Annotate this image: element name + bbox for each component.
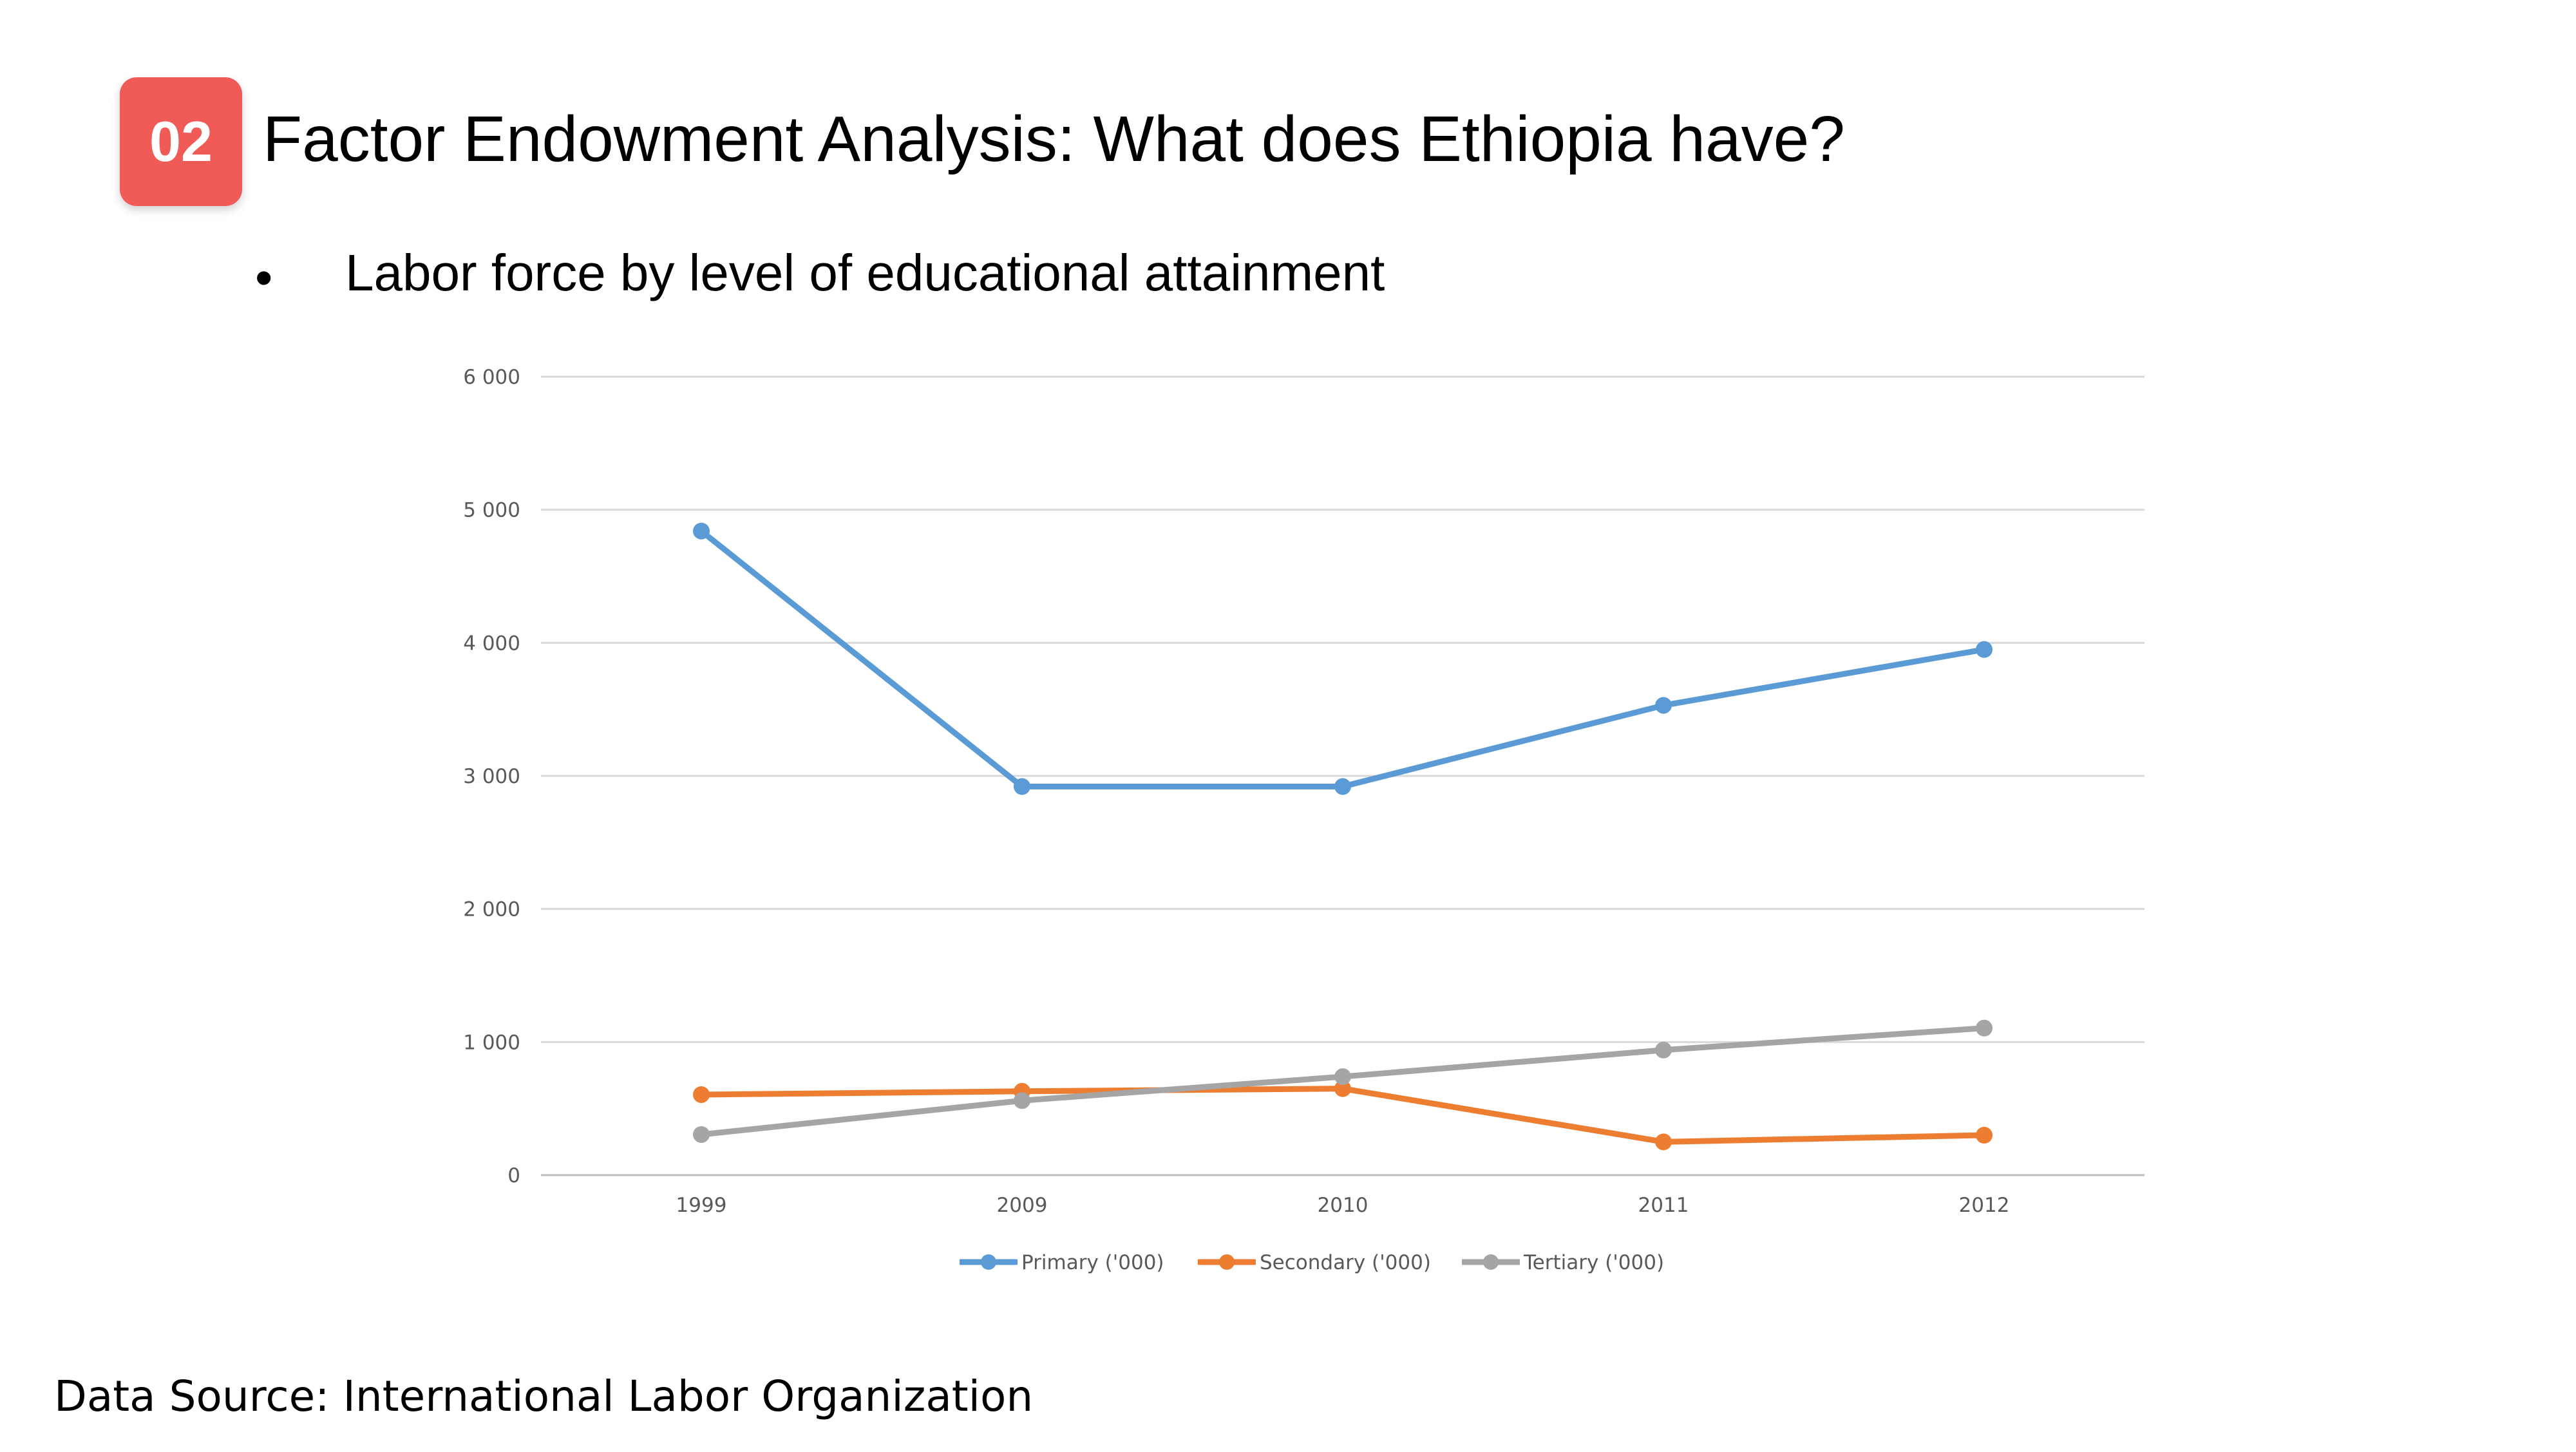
gridlines	[541, 375, 2145, 1176]
data-point	[1655, 697, 1672, 714]
data-point	[1976, 641, 1993, 658]
y-tick-label: 2 000	[463, 898, 520, 921]
legend-label: Tertiary ('000)	[1523, 1251, 1664, 1274]
data-point	[1334, 1068, 1351, 1086]
bullet-marker: •	[255, 249, 273, 306]
x-tick-label: 2009	[997, 1194, 1048, 1217]
data-point	[1014, 778, 1030, 795]
series-line-1	[698, 528, 1987, 790]
y-tick-label: 6 000	[463, 366, 520, 389]
data-source-note: Data Source: International Labor Organiz…	[54, 1372, 1034, 1421]
section-number-badge: 02	[120, 77, 242, 206]
legend-marker	[981, 1254, 996, 1270]
y-tick-label: 1 000	[463, 1031, 520, 1054]
data-point	[1334, 1080, 1351, 1097]
legend: Primary ('000) Secondary ('000) Tertiary (…	[960, 1251, 1664, 1274]
data-point	[693, 522, 710, 540]
series-markers	[693, 522, 1993, 1151]
x-tick-label: 2012	[1959, 1194, 2010, 1217]
data-point	[693, 1086, 710, 1103]
legend-marker	[1483, 1254, 1499, 1270]
series-lines	[698, 528, 1987, 1145]
legend-label: Secondary ('000)	[1260, 1251, 1431, 1274]
data-point	[1655, 1133, 1672, 1151]
slide-title: Factor Endowment Analysis: What does Eth…	[263, 103, 1845, 175]
legend-marker	[1219, 1254, 1235, 1270]
y-axis: 0 1 000 2 000 3 000 4 000 5 000 6 000	[463, 366, 520, 1187]
data-point	[1976, 1127, 1993, 1144]
y-tick-label: 5 000	[463, 499, 520, 522]
y-tick-label: 0	[507, 1164, 520, 1187]
data-point	[1976, 1019, 1993, 1037]
data-point	[1014, 1092, 1030, 1109]
data-point	[1334, 778, 1351, 795]
data-point	[1655, 1041, 1672, 1059]
x-axis: 1999 2009 2010 2011 2012	[676, 1194, 2010, 1217]
bullet-text: Labor force by level of educational atta…	[345, 244, 1385, 301]
y-tick-label: 3 000	[463, 765, 520, 788]
y-tick-label: 4 000	[463, 632, 520, 655]
legend-label: Primary ('000)	[1021, 1251, 1164, 1274]
x-tick-label: 2010	[1318, 1194, 1368, 1217]
data-point	[693, 1126, 710, 1143]
x-tick-label: 2011	[1638, 1194, 1689, 1217]
x-tick-label: 1999	[676, 1194, 727, 1217]
